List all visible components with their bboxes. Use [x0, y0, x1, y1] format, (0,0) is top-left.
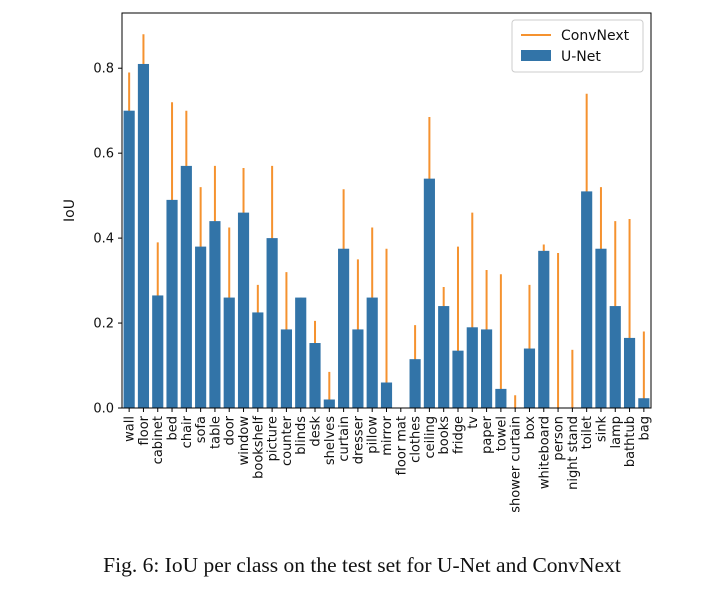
unet-bar-mirror — [380, 382, 393, 408]
unet-bar-blinds — [295, 297, 307, 408]
unet-bar-wall — [123, 110, 135, 408]
unet-bar-books — [438, 306, 450, 408]
iou-bar-chart: 0.0 0.2 0.4 0.6 0.8 wall floor cabinet bed chair… — [62, 12, 652, 513]
x-tick-label: bed — [166, 416, 181, 441]
unet-bar-desk — [309, 343, 321, 408]
x-tick-label: picture — [266, 416, 281, 461]
unet-bar-bathtub — [623, 337, 636, 408]
unet-bar-pillow — [366, 297, 378, 408]
unet-bar-chair — [180, 165, 192, 408]
plot-frame — [121, 12, 652, 409]
unet-bar-tv — [466, 327, 478, 408]
unet-bar-window — [237, 212, 250, 408]
y-tick-label: 0.4 — [93, 232, 114, 247]
x-tick-label: whiteboard — [537, 416, 552, 489]
x-tick-label: tv — [466, 416, 481, 429]
legend-unet-swatch — [521, 50, 551, 61]
unet-bar-towel — [495, 388, 507, 408]
unet-bar-bag — [638, 398, 650, 408]
x-tick-label: cabinet — [151, 416, 166, 464]
x-tick-label: lamp — [609, 416, 624, 449]
unet-bar-lamp — [609, 306, 621, 408]
unet-bar-picture — [266, 238, 278, 408]
y-tick-label: 0.0 — [93, 402, 114, 417]
unet-bar-shelves — [323, 399, 335, 408]
unet-bar-door — [223, 297, 235, 408]
unet-bar-bed — [166, 199, 178, 408]
legend: ConvNext U-Net — [511, 19, 644, 73]
x-tick-label: ceiling — [423, 416, 438, 458]
x-tick-label: clothes — [409, 416, 424, 463]
x-axis-ticks: wall floor cabinet bed chair sofa table door win… — [123, 408, 652, 513]
x-tick-label: chair — [180, 415, 195, 448]
x-tick-label: paper — [480, 415, 495, 453]
unet-bar-dresser — [352, 329, 364, 408]
x-tick-label: door — [223, 415, 238, 445]
x-tick-label: bag — [637, 416, 652, 440]
bars-layer — [123, 34, 650, 408]
x-tick-label: sink — [594, 416, 609, 443]
x-tick-label: towel — [494, 416, 509, 451]
x-tick-label: blinds — [294, 416, 309, 455]
unet-bar-floor — [137, 63, 150, 408]
unet-bar-sink — [595, 248, 607, 408]
x-tick-label: toilet — [580, 416, 595, 449]
x-tick-label: floor — [137, 415, 152, 445]
unet-bar-toilet — [581, 191, 593, 408]
y-tick-label: 0.8 — [93, 62, 114, 77]
x-tick-label: floor mat — [394, 416, 409, 475]
unet-bar-paper — [481, 329, 493, 408]
x-tick-label: box — [523, 416, 538, 440]
x-tick-label: pillow — [366, 416, 381, 454]
unet-bar-cabinet — [152, 295, 164, 408]
x-tick-label: books — [437, 416, 452, 455]
x-tick-label: bathtub — [623, 416, 638, 467]
y-axis-ticks: 0.0 0.2 0.4 0.6 0.8 — [93, 62, 122, 417]
x-tick-label: wall — [123, 416, 138, 442]
legend-unet-label: U-Net — [561, 49, 601, 65]
x-tick-label: curtain — [337, 416, 352, 462]
x-tick-label: desk — [309, 416, 324, 447]
x-tick-label: sofa — [194, 416, 209, 443]
unet-bar-fridge — [452, 350, 464, 408]
unet-bar-bookshelf — [252, 312, 264, 408]
x-tick-label: dresser — [351, 415, 366, 464]
unet-bar-whiteboard — [538, 250, 550, 408]
y-tick-label: 0.6 — [93, 147, 114, 162]
y-axis-label: IoU — [62, 199, 78, 222]
unet-bar-curtain — [338, 248, 350, 408]
unet-bar-table — [209, 221, 221, 408]
x-tick-label: night stand — [566, 416, 581, 490]
unet-bar-clothes — [409, 359, 421, 408]
x-tick-label: shower curtain — [509, 416, 524, 513]
legend-convnext-label: ConvNext — [561, 28, 630, 44]
x-tick-label: mirror — [380, 415, 395, 455]
y-tick-label: 0.2 — [93, 317, 114, 332]
x-tick-label: bookshelf — [251, 416, 266, 479]
unet-bar-counter — [280, 329, 292, 408]
unet-bar-box — [523, 348, 536, 408]
figure-caption: Fig. 6: IoU per class on the test set fo… — [103, 553, 621, 577]
x-tick-label: shelves — [323, 416, 338, 465]
unet-bar-sofa — [195, 246, 207, 408]
x-tick-label: fridge — [451, 416, 466, 454]
x-tick-label: window — [237, 416, 252, 466]
x-tick-label: table — [208, 416, 223, 449]
x-tick-label: person — [552, 416, 567, 461]
x-tick-label: counter — [280, 415, 295, 466]
unet-bar-ceiling — [423, 178, 435, 408]
